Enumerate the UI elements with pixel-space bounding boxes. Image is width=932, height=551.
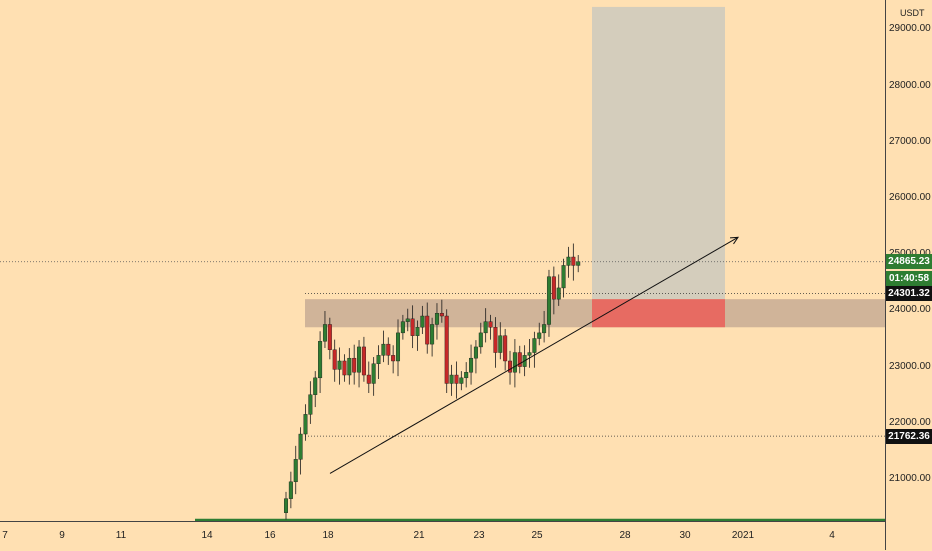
bull-candle: [542, 324, 547, 334]
time-axis[interactable]: 7 9 11 14 16 18 21 23 25 28 30 2021 4: [0, 521, 885, 551]
time-tick-label: 2021: [731, 530, 755, 541]
bull-candle: [400, 321, 405, 334]
time-tick-label: 9: [59, 530, 65, 541]
candle-countdown-tag: 01:40:58: [886, 270, 932, 286]
time-tick-label: 25: [531, 530, 543, 541]
level-high-tag: 24301.32: [886, 285, 932, 301]
bear-candle: [444, 315, 449, 384]
bull-candle: [376, 355, 381, 364]
bull-candle: [430, 324, 435, 345]
bear-candle: [410, 318, 415, 336]
bull-candle: [396, 332, 401, 362]
price-tick-label: 25000.00: [889, 248, 931, 260]
level-low-tag: 21762.36: [886, 428, 932, 444]
time-tick-label: 7: [2, 530, 8, 541]
bear-candle: [571, 256, 576, 266]
bull-candle: [357, 346, 362, 373]
bear-candle: [361, 346, 366, 376]
bull-candle: [512, 352, 517, 373]
candlestick-chart[interactable]: [0, 0, 885, 521]
bull-candle: [576, 261, 581, 266]
bull-candle: [473, 346, 478, 359]
time-tick-label: 18: [322, 530, 334, 541]
bull-candle: [420, 315, 425, 328]
time-tick-label: 4: [829, 530, 835, 541]
loss-zone: [592, 299, 725, 328]
bull-candle: [405, 318, 410, 322]
bull-candle: [469, 357, 474, 373]
bull-candle: [478, 332, 483, 348]
price-tick-label: 26000.00: [889, 192, 931, 203]
bull-candle: [537, 332, 542, 339]
bear-candle: [366, 374, 371, 384]
bull-candle: [498, 335, 503, 353]
bull-candle: [322, 324, 327, 342]
bear-candle: [391, 355, 396, 362]
bull-candle: [308, 394, 313, 415]
price-axis[interactable]: USDT 29000.00 28000.00 27000.00 26000.00 250…: [885, 0, 932, 550]
bear-candle: [551, 276, 556, 300]
bull-candle: [298, 433, 303, 460]
profit-zone: [592, 6, 725, 300]
bull-candle: [288, 481, 293, 499]
bear-candle: [332, 349, 337, 370]
bull-candle: [449, 374, 454, 384]
bear-candle: [386, 343, 391, 356]
bull-candle: [337, 360, 342, 370]
bull-candle: [464, 372, 469, 379]
time-tick-label: 14: [201, 530, 213, 541]
price-tick-label: 24000.00: [889, 304, 931, 316]
trend-arrow: [329, 236, 739, 474]
price-tick-label: 27000.00: [889, 135, 931, 147]
bull-candle: [556, 287, 561, 300]
price-tick-label: 28000.00: [889, 79, 931, 91]
bear-candle: [517, 352, 522, 367]
time-tick-label: 28: [619, 530, 631, 541]
bull-candle: [434, 313, 439, 325]
bull-candle: [303, 414, 308, 435]
last-price-tag: 24865.23: [886, 254, 932, 270]
bull-candle: [459, 377, 464, 384]
bear-candle: [488, 321, 493, 328]
price-tick-label: 22000.00: [889, 416, 931, 428]
bear-candle: [503, 335, 508, 362]
time-tick-label: 16: [264, 530, 276, 541]
bear-candle: [439, 313, 444, 317]
bull-candle: [415, 327, 420, 336]
bear-candle: [342, 360, 347, 376]
trend-arrow-head: [729, 236, 739, 245]
bear-candle: [327, 324, 332, 350]
bull-candle: [347, 357, 352, 376]
bull-candle: [381, 343, 386, 356]
bull-candle: [284, 498, 289, 513]
bear-candle: [425, 315, 430, 345]
bull-candle: [371, 363, 376, 384]
time-tick-label: 30: [679, 530, 691, 541]
bull-candle: [566, 256, 571, 266]
bull-candle: [561, 265, 566, 289]
bull-candle: [293, 459, 298, 483]
bull-candle: [313, 377, 318, 395]
bear-candle: [508, 360, 513, 373]
bull-candle: [318, 341, 323, 379]
time-tick-label: 21: [413, 530, 425, 541]
bull-candle: [483, 321, 488, 334]
bear-candle: [352, 357, 357, 373]
time-tick-label: 23: [473, 530, 485, 541]
bull-candle: [527, 352, 532, 356]
bull-candle: [546, 276, 551, 325]
currency-label: USDT: [900, 8, 925, 18]
bear-candle: [454, 374, 459, 384]
price-tick-label: 29000.00: [889, 23, 931, 35]
bull-candle: [532, 338, 537, 353]
chart-area[interactable]: [0, 0, 885, 521]
price-tick-label: 23000.00: [889, 360, 931, 372]
time-tick-label: 11: [115, 530, 127, 541]
price-tick-label: 21000.00: [889, 473, 931, 484]
bear-candle: [493, 327, 498, 353]
